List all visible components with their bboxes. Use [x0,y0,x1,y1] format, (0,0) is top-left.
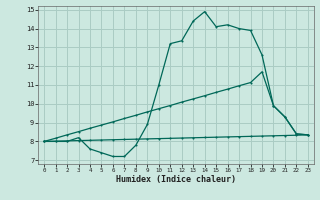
X-axis label: Humidex (Indice chaleur): Humidex (Indice chaleur) [116,175,236,184]
